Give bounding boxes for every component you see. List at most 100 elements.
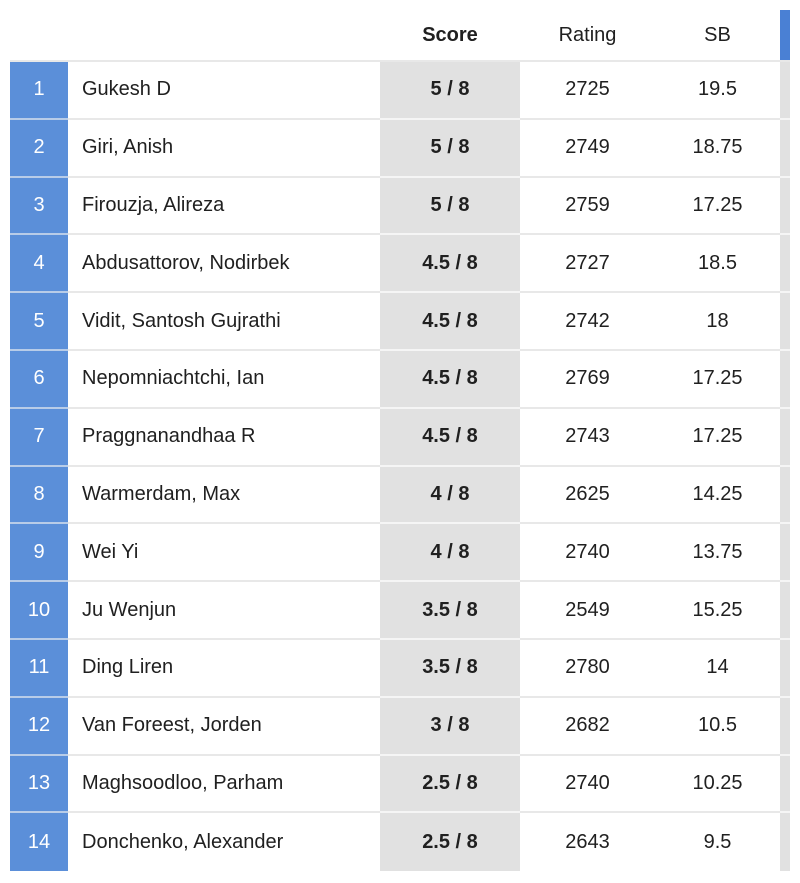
name-cell[interactable]: Wei Yi <box>68 524 380 582</box>
table-row[interactable]: 14Donchenko, Alexander2.5 / 826439.5 <box>10 813 790 871</box>
edge-cell <box>780 235 790 293</box>
edge-cell <box>780 351 790 409</box>
rank-cell: 4 <box>10 235 68 293</box>
score-cell: 4.5 / 8 <box>380 351 520 409</box>
name-cell[interactable]: Van Foreest, Jorden <box>68 698 380 756</box>
score-cell: 3 / 8 <box>380 698 520 756</box>
sb-cell: 10.5 <box>655 698 780 756</box>
name-cell[interactable]: Vidit, Santosh Gujrathi <box>68 293 380 351</box>
table-row[interactable]: 6Nepomniachtchi, Ian4.5 / 8276917.25 <box>10 351 790 409</box>
table-row[interactable]: 13Maghsoodloo, Parham2.5 / 8274010.25 <box>10 756 790 814</box>
rating-cell: 2780 <box>520 640 655 698</box>
sb-cell: 13.75 <box>655 524 780 582</box>
header-rank <box>10 10 68 60</box>
table-row[interactable]: 1Gukesh D5 / 8272519.5 <box>10 62 790 120</box>
edge-cell <box>780 582 790 640</box>
edge-cell <box>780 293 790 351</box>
rating-cell: 2743 <box>520 409 655 467</box>
sb-cell: 9.5 <box>655 813 780 871</box>
table-row[interactable]: 12Van Foreest, Jorden3 / 8268210.5 <box>10 698 790 756</box>
header-rating[interactable]: Rating <box>520 10 655 60</box>
sb-cell: 18.75 <box>655 120 780 178</box>
edge-cell <box>780 640 790 698</box>
rank-cell: 13 <box>10 756 68 814</box>
edge-cell <box>780 698 790 756</box>
header-sb[interactable]: SB <box>655 10 780 60</box>
score-cell: 4.5 / 8 <box>380 235 520 293</box>
rating-cell: 2727 <box>520 235 655 293</box>
rating-cell: 2742 <box>520 293 655 351</box>
sb-cell: 19.5 <box>655 62 780 120</box>
rank-cell: 14 <box>10 813 68 871</box>
table-row[interactable]: 5Vidit, Santosh Gujrathi4.5 / 8274218 <box>10 293 790 351</box>
rating-cell: 2682 <box>520 698 655 756</box>
header-edge <box>780 10 790 60</box>
rating-cell: 2725 <box>520 62 655 120</box>
edge-cell <box>780 467 790 525</box>
sb-cell: 17.25 <box>655 178 780 236</box>
rating-cell: 2625 <box>520 467 655 525</box>
name-cell[interactable]: Warmerdam, Max <box>68 467 380 525</box>
rating-cell: 2740 <box>520 524 655 582</box>
name-cell[interactable]: Ding Liren <box>68 640 380 698</box>
table-row[interactable]: 7Praggnanandhaa R4.5 / 8274317.25 <box>10 409 790 467</box>
table-row[interactable]: 9Wei Yi4 / 8274013.75 <box>10 524 790 582</box>
score-cell: 5 / 8 <box>380 120 520 178</box>
rank-cell: 10 <box>10 582 68 640</box>
rank-cell: 11 <box>10 640 68 698</box>
name-cell[interactable]: Gukesh D <box>68 62 380 120</box>
edge-cell <box>780 409 790 467</box>
name-cell[interactable]: Ju Wenjun <box>68 582 380 640</box>
rank-cell: 1 <box>10 62 68 120</box>
name-cell[interactable]: Nepomniachtchi, Ian <box>68 351 380 409</box>
score-cell: 4 / 8 <box>380 524 520 582</box>
header-score[interactable]: Score <box>380 10 520 60</box>
table-row[interactable]: 3Firouzja, Alireza5 / 8275917.25 <box>10 178 790 236</box>
edge-cell <box>780 62 790 120</box>
table-row[interactable]: 2Giri, Anish5 / 8274918.75 <box>10 120 790 178</box>
sb-cell: 18 <box>655 293 780 351</box>
rank-cell: 5 <box>10 293 68 351</box>
name-cell[interactable]: Donchenko, Alexander <box>68 813 380 871</box>
sb-cell: 18.5 <box>655 235 780 293</box>
edge-cell <box>780 524 790 582</box>
edge-cell <box>780 120 790 178</box>
table-row[interactable]: 10Ju Wenjun3.5 / 8254915.25 <box>10 582 790 640</box>
score-cell: 4.5 / 8 <box>380 409 520 467</box>
edge-cell <box>780 813 790 871</box>
sb-cell: 14.25 <box>655 467 780 525</box>
rating-cell: 2549 <box>520 582 655 640</box>
sb-cell: 15.25 <box>655 582 780 640</box>
name-cell[interactable]: Giri, Anish <box>68 120 380 178</box>
name-cell[interactable]: Praggnanandhaa R <box>68 409 380 467</box>
name-cell[interactable]: Maghsoodloo, Parham <box>68 756 380 814</box>
table-row[interactable]: 4Abdusattorov, Nodirbek4.5 / 8272718.5 <box>10 235 790 293</box>
score-cell: 2.5 / 8 <box>380 756 520 814</box>
rank-cell: 9 <box>10 524 68 582</box>
rank-cell: 12 <box>10 698 68 756</box>
name-cell[interactable]: Firouzja, Alireza <box>68 178 380 236</box>
edge-cell <box>780 178 790 236</box>
table-row[interactable]: 11Ding Liren3.5 / 8278014 <box>10 640 790 698</box>
sb-cell: 17.25 <box>655 409 780 467</box>
edge-cell <box>780 756 790 814</box>
rank-cell: 8 <box>10 467 68 525</box>
sb-cell: 10.25 <box>655 756 780 814</box>
sb-cell: 17.25 <box>655 351 780 409</box>
score-cell: 3.5 / 8 <box>380 640 520 698</box>
table-row[interactable]: 8Warmerdam, Max4 / 8262514.25 <box>10 467 790 525</box>
score-cell: 5 / 8 <box>380 178 520 236</box>
name-cell[interactable]: Abdusattorov, Nodirbek <box>68 235 380 293</box>
rating-cell: 2740 <box>520 756 655 814</box>
rank-cell: 2 <box>10 120 68 178</box>
rating-cell: 2769 <box>520 351 655 409</box>
sb-cell: 14 <box>655 640 780 698</box>
rating-cell: 2643 <box>520 813 655 871</box>
score-cell: 4.5 / 8 <box>380 293 520 351</box>
standings-table: Score Rating SB 1Gukesh D5 / 8272519.52G… <box>10 10 790 871</box>
score-cell: 4 / 8 <box>380 467 520 525</box>
header-name <box>68 10 380 60</box>
score-cell: 5 / 8 <box>380 62 520 120</box>
rating-cell: 2759 <box>520 178 655 236</box>
score-cell: 3.5 / 8 <box>380 582 520 640</box>
